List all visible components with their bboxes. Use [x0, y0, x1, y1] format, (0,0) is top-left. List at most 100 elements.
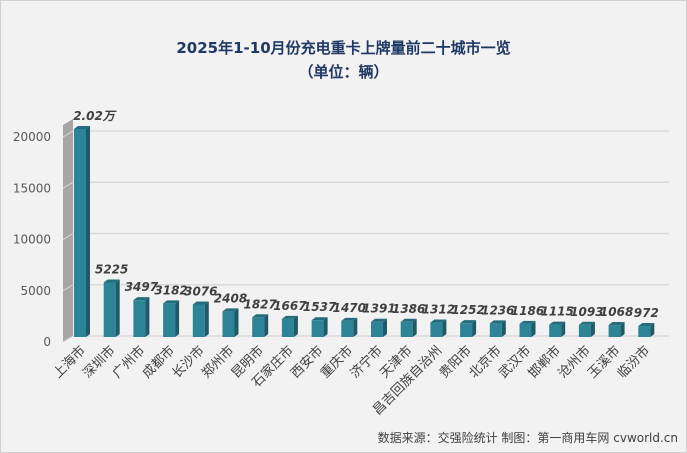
source-note: 数据来源：交强险统计 制图：第一商用车网 cvworld.cn: [377, 431, 678, 445]
data-label: 1391: [362, 302, 395, 316]
bar: [371, 321, 383, 337]
data-label: 3497: [125, 280, 159, 294]
bar-top: [430, 319, 447, 323]
bar-top: [281, 315, 298, 319]
data-label: 1667: [273, 299, 307, 313]
bar-side: [531, 320, 536, 337]
bar: [578, 324, 591, 337]
x-tick-label: 西安市: [288, 343, 327, 382]
bar: [163, 303, 176, 337]
bar-top: [192, 301, 209, 305]
x-tick-label: 临汾市: [614, 343, 653, 382]
bar-side: [383, 318, 387, 337]
bar: [133, 300, 146, 337]
x-tick-label: 玉溪市: [585, 343, 624, 382]
data-label: 1236: [481, 303, 514, 317]
bar: [519, 323, 532, 337]
data-label: 1827: [243, 297, 277, 311]
chart-subtitle: （单位：辆）: [298, 63, 389, 81]
bar: [103, 282, 116, 337]
bar-side: [650, 323, 655, 337]
bar-side: [86, 125, 90, 337]
bar-side: [234, 308, 239, 337]
data-label: 1386: [392, 302, 425, 316]
bar-top: [341, 317, 358, 321]
gridline-wall: [62, 284, 74, 292]
bar-top: [638, 323, 655, 327]
chart-title: 2025年1-10月份充电重卡上牌量前二十城市一览: [176, 39, 511, 57]
bar-top: [460, 320, 477, 324]
bar: [311, 320, 324, 337]
x-tick-label: 贵阳市: [436, 343, 475, 382]
bar: [281, 318, 294, 337]
bar: [400, 321, 413, 337]
y-tick-label: 15000: [13, 181, 51, 195]
data-label: 1252: [451, 303, 484, 317]
bar-top: [103, 279, 120, 283]
bar-top: [163, 300, 180, 304]
x-tick-label: 济宁市: [347, 343, 386, 382]
bar-side: [175, 300, 180, 337]
bar: [252, 317, 265, 337]
x-tick-label: 邯郸市: [525, 343, 564, 382]
bar-top: [519, 320, 536, 324]
bar: [638, 326, 651, 337]
bar: [192, 304, 205, 337]
bar-top: [222, 308, 239, 312]
data-label: 2.02万: [73, 109, 117, 123]
x-tick-label: 成都市: [139, 343, 178, 382]
bar-side: [115, 279, 120, 337]
data-label: 972: [634, 306, 659, 320]
bar-top: [74, 125, 90, 129]
x-tick-label: 武汉市: [495, 343, 534, 382]
gridline-wall: [62, 130, 74, 138]
bar-top: [549, 321, 566, 325]
bar-side: [620, 322, 625, 337]
data-label: 2408: [214, 291, 247, 305]
bar-top: [311, 317, 328, 321]
bar-top: [371, 318, 387, 322]
bar-side: [501, 320, 506, 337]
gridline-wall: [62, 233, 74, 240]
bar: [341, 320, 354, 337]
bar: [489, 323, 502, 337]
x-tick-label: 重庆市: [317, 343, 356, 382]
bar: [549, 324, 562, 337]
data-label: 1312: [422, 303, 455, 317]
bar: [74, 128, 86, 337]
x-tick-label: 长沙市: [169, 343, 208, 382]
bar: [222, 311, 235, 337]
bar-top: [252, 314, 269, 318]
x-tick-label: 广州市: [109, 343, 148, 382]
data-label: 3076: [184, 284, 217, 298]
data-label: 1068: [600, 305, 633, 319]
y-tick-label: 5000: [20, 284, 51, 298]
gridline-wall: [62, 335, 74, 343]
bar-side: [204, 301, 209, 337]
bar-side: [264, 314, 269, 337]
bar-side: [472, 320, 477, 337]
data-label: 1115: [540, 305, 573, 319]
y-tick-label: 0: [43, 335, 51, 349]
bar-top: [400, 318, 417, 322]
bar-top: [133, 297, 150, 301]
x-tick-label: 沧州市: [555, 343, 594, 382]
bar-side: [353, 317, 358, 337]
bar-top: [578, 321, 595, 325]
bar-top: [489, 320, 506, 324]
bar-side: [293, 315, 298, 337]
bar-side: [145, 297, 150, 337]
x-tick-label: 深圳市: [80, 343, 119, 382]
bar: [460, 323, 473, 337]
data-label: 1470: [333, 301, 366, 315]
bar-side: [323, 317, 328, 337]
y-tick-label: 20000: [13, 130, 51, 144]
bar-side: [590, 321, 595, 337]
side-wall: [63, 119, 73, 342]
bar-side: [442, 319, 447, 337]
bar: [430, 322, 443, 337]
x-tick-label: 郑州市: [198, 343, 237, 382]
bar-side: [561, 321, 566, 337]
